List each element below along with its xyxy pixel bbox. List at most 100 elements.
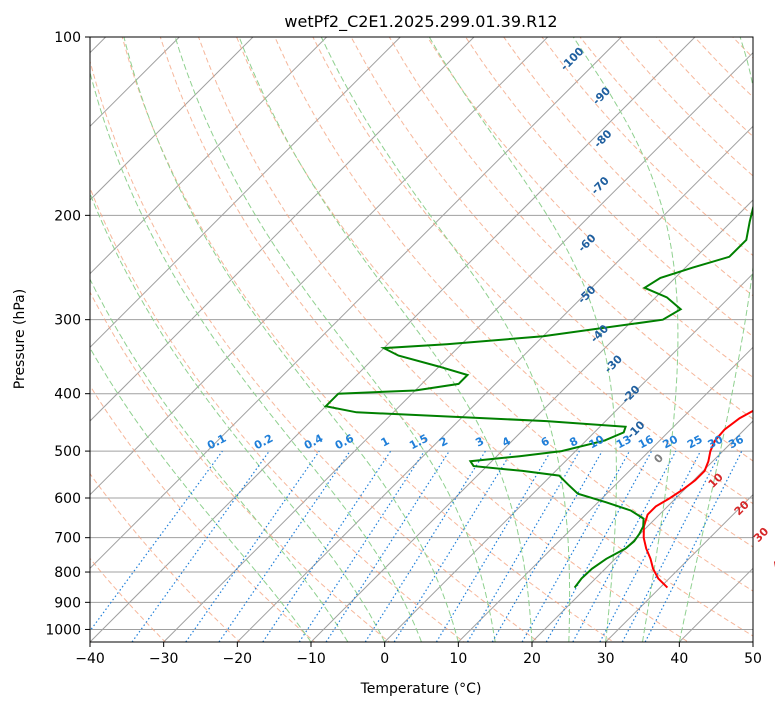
isotherm-line (90, 37, 549, 496)
y-tick-label: 200 (54, 208, 81, 224)
moist-adiabat-line (123, 37, 459, 642)
dry-adiabat-line (274, 37, 753, 548)
dry-adiabat-line (732, 37, 753, 59)
isotherm-line (90, 37, 401, 349)
mixing-ratio-label: 2 (437, 434, 450, 449)
mixing-ratio-label: 1.5 (407, 432, 430, 453)
moist-adiabat-lines (90, 37, 753, 642)
dry-adiabat-line (197, 37, 753, 637)
isotherm-line (236, 125, 753, 642)
x-tick-label: 50 (744, 651, 762, 667)
x-tick-label: −30 (149, 651, 179, 667)
x-tick-label: 0 (380, 651, 389, 667)
mixing-ratio-line-2 (325, 450, 450, 642)
y-tick-label: 800 (54, 565, 81, 581)
isopleth-labels: 0.1 0.2 0.4 0.6 1 1.5 2 3 4 6 8 10 13 16 20 25 30 36-100-… (205, 44, 775, 572)
mixing-ratio-line-1.5 (298, 450, 425, 642)
mixing-ratio-label: 0.1 (205, 432, 228, 453)
y-tick-label: 100 (54, 30, 81, 46)
isotherm-line (457, 346, 753, 642)
mixing-ratio-line-3 (364, 450, 486, 642)
dry-adiabat-label: 40 (770, 552, 775, 572)
mixing-ratio-line-16 (545, 450, 653, 642)
y-axis-label: Pressure (hPa) (12, 289, 28, 389)
dry-adiabat-line (312, 37, 753, 505)
dry-adiabat-line (503, 37, 753, 297)
isotherm-line (90, 37, 696, 642)
moist-adiabat-line (90, 278, 349, 642)
dry-adiabat-line (693, 37, 753, 98)
dry-adiabat-label: -100 (558, 44, 587, 73)
dry-adiabat-label: -30 (602, 352, 625, 375)
y-tick-label: 600 (54, 491, 81, 507)
dry-adiabat-label: -20 (619, 383, 642, 406)
mixing-ratio-label: 6 (539, 434, 552, 449)
isotherm-line (678, 567, 753, 642)
x-tick-label: 40 (670, 651, 688, 667)
mixing-ratio-line-0.4 (185, 450, 320, 642)
dry-adiabat-label: -80 (591, 127, 614, 150)
moist-adiabat-line (238, 37, 533, 642)
isotherm-line (605, 493, 753, 642)
mixing-ratio-label: 30 (706, 433, 726, 452)
mixing-ratio-label: 0.2 (252, 432, 275, 453)
dry-adiabat-label: 30 (751, 525, 771, 545)
mixing-ratio-label: 13 (614, 433, 634, 452)
mixing-ratio-label: 10 (587, 433, 607, 452)
x-axis-label: Temperature (°C) (360, 681, 482, 697)
moist-adiabat-line (174, 37, 496, 642)
isotherm-line (163, 51, 753, 642)
isotherm-line (90, 37, 328, 275)
dry-adiabat-line (745, 10, 775, 654)
dry-adiabat-label: -60 (575, 231, 598, 254)
x-tick-label: 30 (597, 651, 615, 667)
x-tick-label: −20 (223, 651, 253, 667)
mixing-ratio-line-0.1 (90, 450, 223, 632)
mixing-ratio-label: 0.6 (333, 432, 357, 453)
x-tick-label: −10 (296, 651, 326, 667)
moist-adiabat-line (90, 192, 386, 642)
mixing-ratio-line-20 (572, 450, 677, 642)
mixing-ratio-line-36 (644, 450, 743, 642)
dry-adiabat-label: 20 (732, 498, 752, 518)
dry-adiabat-line (121, 37, 615, 642)
dry-adiabat-line (388, 37, 753, 420)
mixing-ratio-label: 1 (379, 434, 392, 449)
x-tick-label: 10 (449, 651, 467, 667)
mixing-ratio-line-4 (393, 450, 513, 642)
mixing-ratio-label: 20 (660, 433, 680, 452)
plot-frame (89, 36, 754, 643)
mixing-ratio-label: 36 (726, 433, 746, 452)
mixing-ratio-line-8 (466, 450, 580, 642)
dry-adiabat-label: -50 (575, 283, 598, 306)
isotherm-line (90, 37, 475, 422)
dry-adiabat-line (465, 37, 753, 338)
x-axis: −40 −30 −20 −10 0 10 20 30 40 50 (75, 642, 762, 667)
x-tick-label: 20 (523, 651, 541, 667)
isotherm-line (384, 272, 753, 642)
moist-adiabat-line (90, 70, 422, 642)
isotherm-line (90, 37, 622, 570)
moist-adiabat-line (428, 37, 617, 642)
dry-adiabat-line (90, 291, 391, 642)
y-tick-label: 300 (54, 313, 81, 329)
mixing-ratio-line-0.6 (218, 450, 351, 642)
moist-adiabat-line (320, 37, 571, 642)
mixing-ratio-line-6 (435, 450, 552, 642)
y-axis: 100 200 300 400 500 600 700 800 900 1000 (45, 30, 90, 638)
mixing-ratio-label: 0.4 (302, 432, 326, 453)
isotherm-line (90, 37, 254, 201)
y-tick-label: 700 (54, 531, 81, 547)
isotherm-line (310, 199, 753, 642)
dry-adiabat-lines (90, 10, 775, 654)
mixing-ratio-line-10 (491, 450, 603, 642)
dry-adiabat-line (90, 59, 540, 642)
moist-adiabat-line (572, 37, 679, 642)
dry-adiabat-label: 0 (651, 451, 666, 466)
dry-adiabat-line (90, 557, 167, 642)
y-tick-label: 900 (54, 595, 81, 611)
dry-adiabat-line (90, 384, 316, 642)
y-tick-label: 500 (54, 444, 81, 460)
dry-adiabat-line (90, 186, 465, 642)
